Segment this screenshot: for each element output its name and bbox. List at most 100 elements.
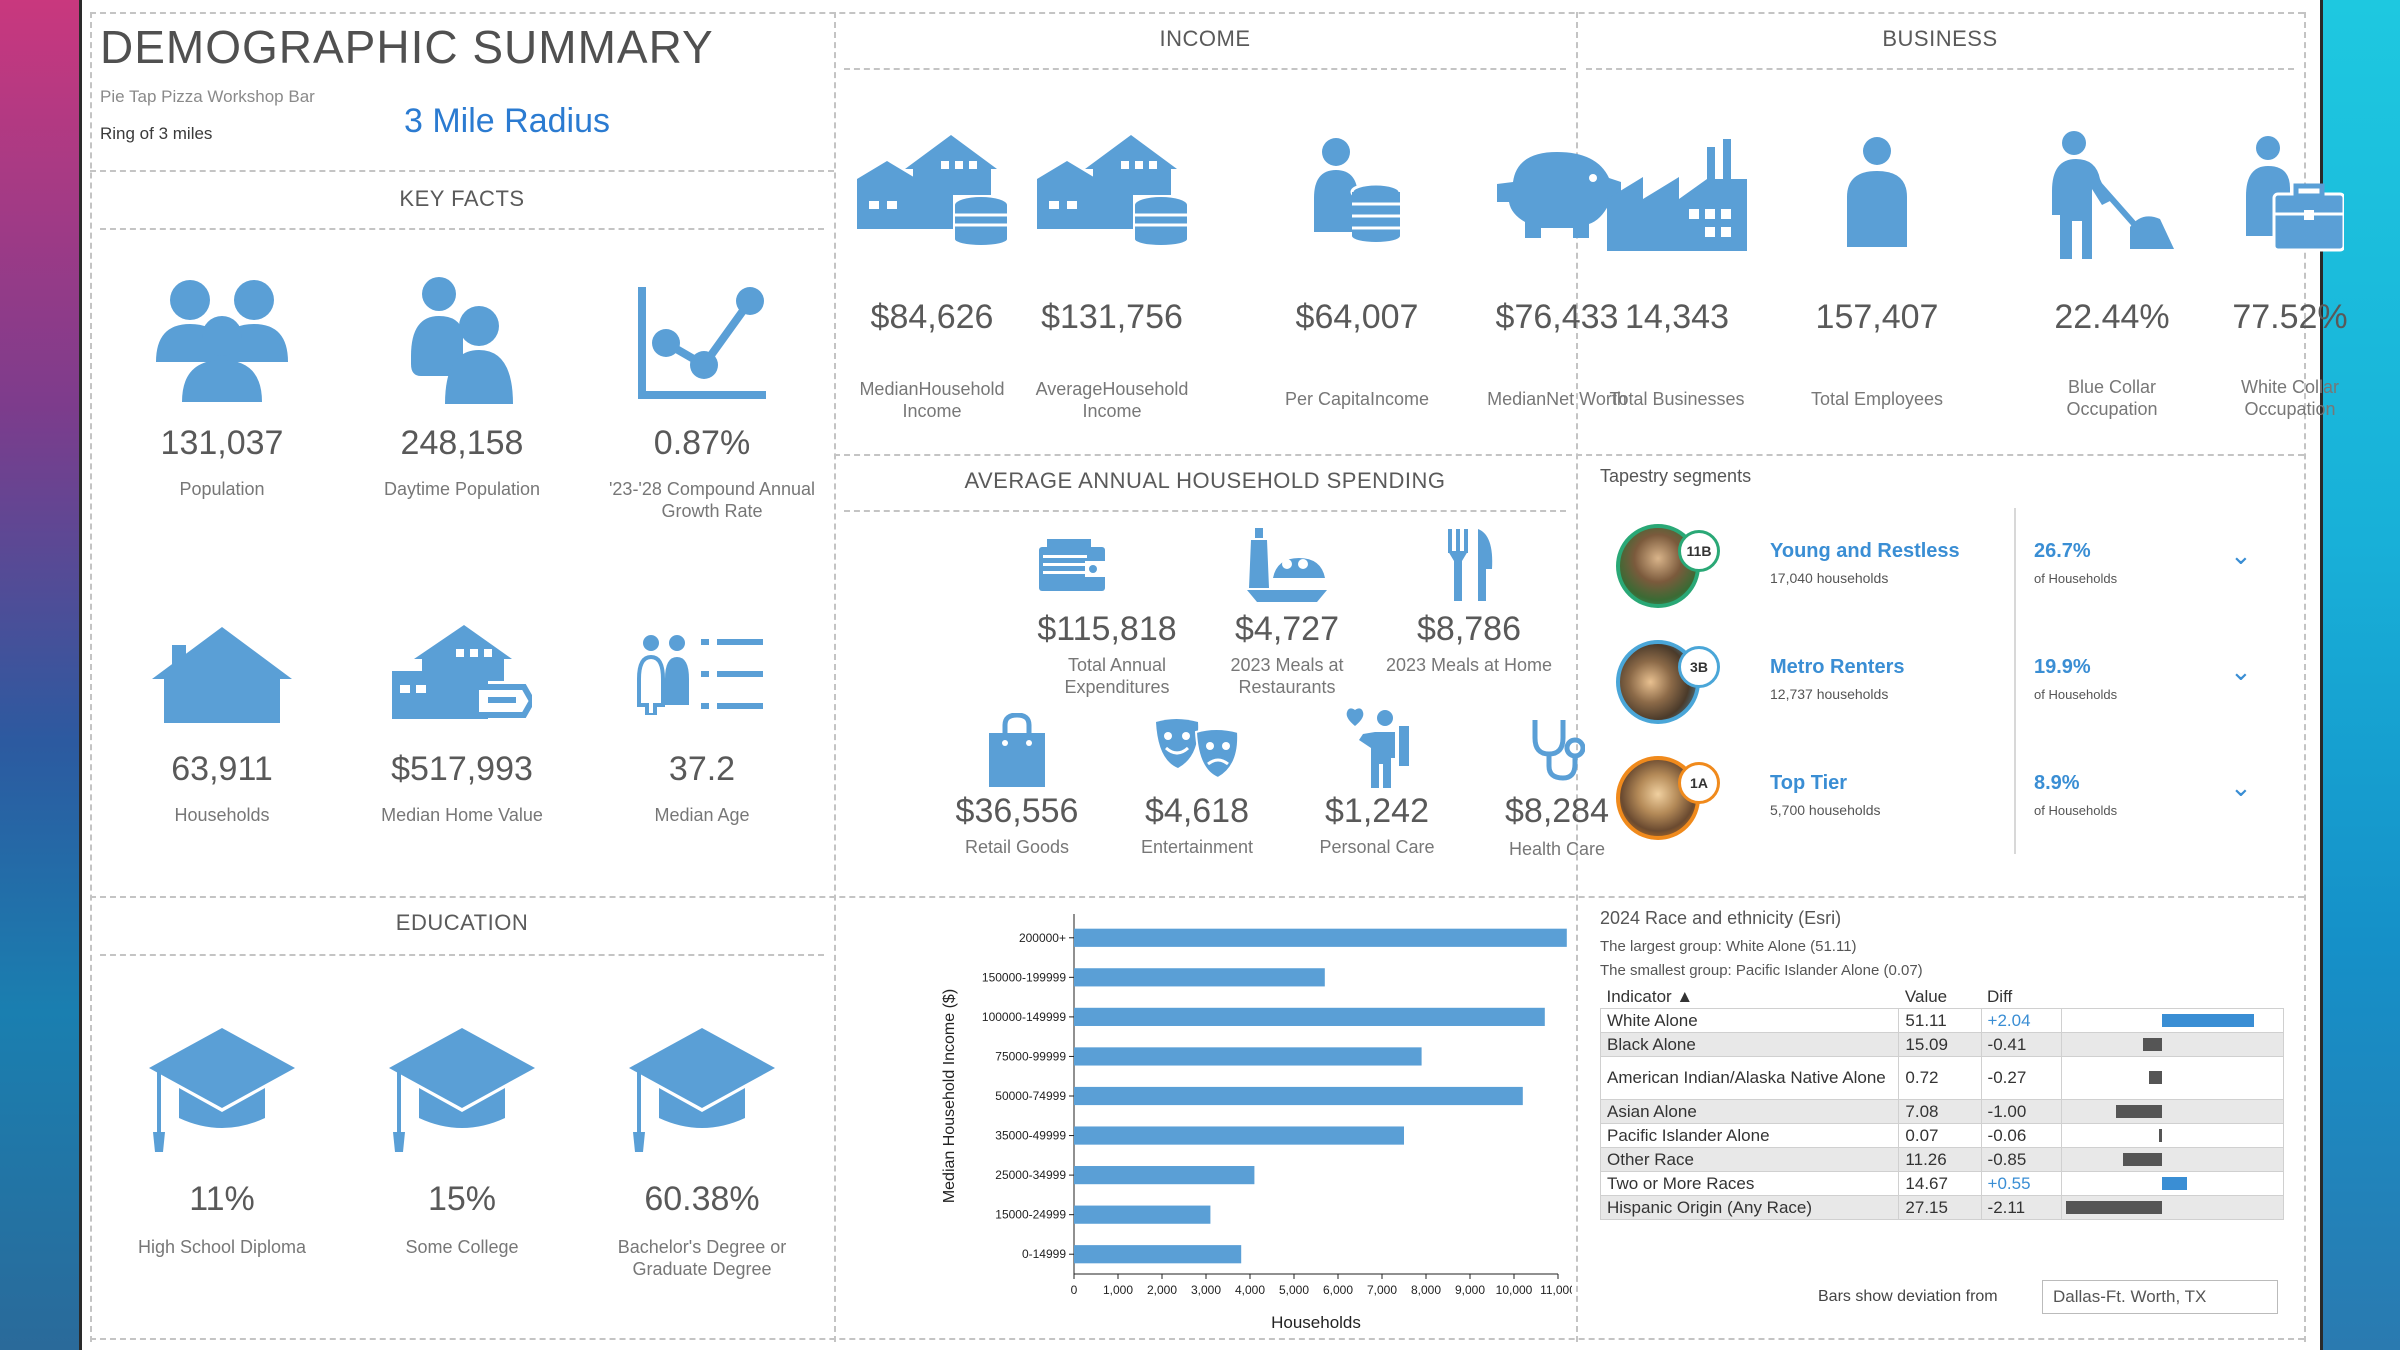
income-value: $76,433 (1495, 298, 1619, 336)
value-cell: 7.08 (1898, 1099, 1982, 1124)
house-tag-icon (382, 615, 542, 735)
spending-label: Health Care (1508, 839, 1606, 859)
x-tick-label: 9,000 (1455, 1283, 1485, 1297)
segment-name[interactable]: Top Tier (1770, 772, 1848, 794)
deviation-bar-cell (2060, 1171, 2285, 1196)
business-label: White Collar Occupation (2240, 377, 2340, 419)
shopping-bag-icon (967, 710, 1067, 790)
education-value: 11% (189, 1180, 255, 1218)
business-label: Total Businesses (1609, 389, 1745, 409)
x-tick-label: 3,000 (1191, 1283, 1221, 1297)
wallet-icon (1022, 530, 1122, 600)
y-tick-label: 35000-49999 (995, 1129, 1066, 1143)
business-value: 22.44% (2054, 298, 2170, 336)
segment-name[interactable]: Young and Restless (1770, 540, 1960, 562)
deviation-bar-cell (2060, 1195, 2285, 1220)
income-value: $131,756 (1041, 298, 1183, 336)
income-label: MedianHousehold Income (859, 379, 1005, 421)
table-row[interactable]: Pacific Islander Alone 0.07 -0.06 (1599, 1123, 2285, 1148)
graduation-cap-icon (387, 1020, 537, 1160)
spending-value: $8,786 (1417, 610, 1521, 648)
segment-code-badge: 1A (1678, 762, 1720, 804)
y-tick-label: 150000-199999 (982, 970, 1066, 984)
y-axis-title: Median Household Income ($) (941, 989, 958, 1203)
indicator-cell: Asian Alone (1599, 1099, 1900, 1124)
x-tick-label: 4,000 (1235, 1283, 1265, 1297)
business-value: 77.52% (2232, 298, 2348, 336)
y-tick-label: 50000-74999 (995, 1089, 1066, 1103)
value-cell: 27.15 (1898, 1195, 1982, 1220)
value-cell: 0.72 (1898, 1056, 1982, 1100)
race-title: 2024 Race and ethnicity (Esri) (1600, 908, 1842, 928)
income-label: Per CapitaIncome (1284, 389, 1430, 409)
diff-cell: -0.06 (1980, 1123, 2062, 1148)
people-group-icon (147, 270, 297, 410)
x-tick-label: 0 (1071, 1283, 1078, 1297)
deviation-bar-cell (2060, 1099, 2285, 1124)
key-fact-value: 0.87% (653, 424, 751, 462)
income-value: $64,007 (1295, 298, 1419, 336)
table-row[interactable]: Asian Alone 7.08 -1.00 (1599, 1099, 2285, 1124)
deviation-bar (2158, 1129, 2162, 1142)
chevron-down-icon[interactable]: ⌄ (2230, 772, 2252, 802)
indicator-cell: Black Alone (1599, 1032, 1900, 1057)
education-label: Some College (405, 1237, 519, 1257)
tapestry-title: Tapestry segments (1600, 466, 1752, 486)
deviation-label: Bars show deviation from (1818, 1288, 1998, 1305)
value-header[interactable]: Value (1904, 987, 1948, 1006)
diff-cell: -0.85 (1980, 1147, 2062, 1172)
key-fact-value: 63,911 (171, 750, 273, 788)
diff-header[interactable]: Diff (1987, 987, 2013, 1006)
graduation-cap-icon (147, 1020, 297, 1160)
radius-label: 3 Mile Radius (404, 102, 610, 140)
chart-bar (1074, 1205, 1211, 1224)
deviation-bar (2161, 1014, 2255, 1027)
x-tick-label: 2,000 (1147, 1283, 1177, 1297)
table-row[interactable]: Black Alone 15.09 -0.41 (1599, 1032, 2285, 1057)
business-label: Total Employees (1810, 389, 1944, 409)
segment-percent-label: of Households (2034, 687, 2118, 702)
chart-bar (1074, 1126, 1404, 1145)
income-value: $84,626 (870, 298, 994, 336)
ring-label: Ring of 3 miles (100, 124, 213, 143)
table-row[interactable]: White Alone 51.11 +2.04 (1599, 1008, 2285, 1033)
chevron-down-icon[interactable]: ⌄ (2230, 656, 2252, 686)
segment-percent-label: of Households (2034, 803, 2118, 818)
segment-name[interactable]: Metro Renters (1770, 656, 1905, 678)
key-fact-value: $517,993 (391, 750, 533, 788)
deviation-bar (2143, 1038, 2162, 1051)
deviation-select[interactable]: Dallas-Ft. Worth, TX (2042, 1280, 2278, 1314)
table-row[interactable]: Other Race 11.26 -0.85 (1599, 1147, 2285, 1172)
key-fact-value: 131,037 (160, 424, 284, 462)
key-fact-label: Median Home Value (381, 805, 543, 825)
house-coins-icon (1032, 130, 1192, 250)
stethoscope-icon (1507, 710, 1607, 790)
deviation-bar-cell (2060, 1056, 2285, 1100)
key-fact-label: Households (174, 805, 270, 825)
race-largest: The largest group: White Alone (51.11) (1600, 938, 1857, 955)
education-label: Bachelor's Degree or Graduate Degree (617, 1237, 787, 1279)
person-icon (1827, 130, 1927, 260)
key-fact-value: 248,158 (400, 424, 524, 462)
chevron-down-icon[interactable]: ⌄ (2230, 540, 2252, 570)
chart-bar (1074, 928, 1567, 947)
table-row[interactable]: Two or More Races 14.67 +0.55 (1599, 1171, 2285, 1196)
deviation-bar-cell (2060, 1008, 2285, 1033)
bar-header (2061, 986, 2283, 1009)
value-cell: 14.67 (1898, 1171, 1982, 1196)
chart-bar (1074, 1047, 1422, 1066)
people-list-icon (622, 620, 782, 730)
diff-cell: +0.55 (1980, 1171, 2062, 1196)
business-value: 14,343 (1625, 298, 1729, 336)
chart-bar (1074, 1245, 1242, 1264)
y-tick-label: 25000-34999 (995, 1168, 1066, 1182)
spending-value: $4,727 (1235, 610, 1339, 648)
indicator-cell: Hispanic Origin (Any Race) (1599, 1195, 1900, 1220)
table-row[interactable]: Hispanic Origin (Any Race) 27.15 -2.11 (1599, 1195, 2285, 1220)
indicator-header[interactable]: Indicator ▲ (1606, 987, 1694, 1006)
worker-icon (2042, 130, 2182, 260)
deviation-bar (2065, 1201, 2162, 1214)
table-row[interactable]: American Indian/Alaska Native Alone 0.72-… (1599, 1056, 2285, 1100)
key-facts-title: KEY FACTS (399, 186, 525, 211)
deviation-bar-cell (2060, 1147, 2285, 1172)
